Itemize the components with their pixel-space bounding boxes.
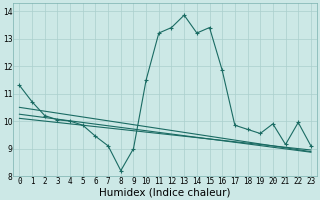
X-axis label: Humidex (Indice chaleur): Humidex (Indice chaleur): [100, 187, 231, 197]
